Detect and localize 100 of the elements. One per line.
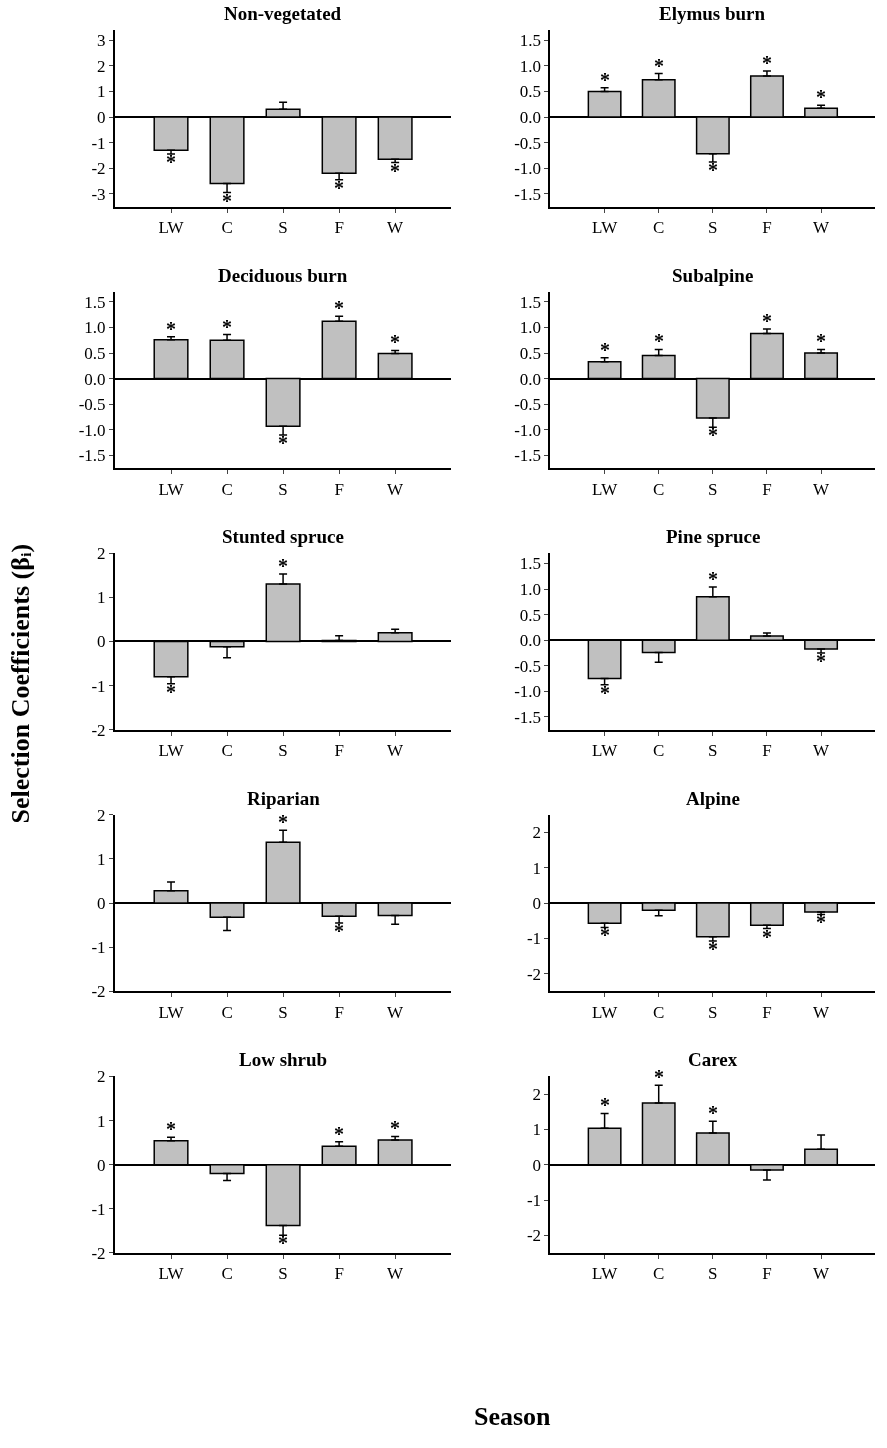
y-tick-label: 1	[97, 588, 106, 608]
data-label: *	[708, 1102, 718, 1124]
y-tick-label: 2	[532, 1085, 542, 1105]
x-tick-label: S	[278, 217, 288, 237]
data-label: *	[334, 920, 344, 942]
data-label: *	[816, 330, 826, 352]
x-tick-label: C	[653, 217, 665, 237]
data-label: *	[166, 318, 176, 340]
x-tick-label: W	[813, 1264, 831, 1284]
y-tick-label: -3	[91, 184, 106, 204]
y-tick-label: -2	[91, 720, 106, 740]
x-tick-label: C	[653, 741, 665, 761]
x-tick-label: C	[653, 1002, 665, 1022]
y-tick-label: 0.0	[519, 107, 542, 127]
chart-title: Stunted spruce	[222, 526, 344, 547]
data-label: *	[334, 1123, 344, 1145]
x-tick-label: S	[708, 1264, 718, 1284]
y-tick-label: 0.0	[519, 631, 542, 651]
chart-title: Riparian	[247, 788, 321, 809]
y-tick-label: -1	[91, 133, 106, 153]
y-tick-label: 1	[532, 1120, 542, 1140]
x-tick-label: C	[653, 1264, 665, 1284]
data-label: *	[708, 424, 718, 446]
data-label: *	[600, 924, 610, 946]
y-tick-label: -1	[91, 938, 106, 958]
chart-title: Elymus burn	[659, 3, 766, 24]
data-label: *	[600, 69, 610, 91]
chart-title: Non-vegetated	[224, 3, 342, 24]
y-tick-label: -1.5	[78, 446, 106, 466]
data-label: *	[762, 926, 772, 948]
y-tick-label: -0.5	[514, 133, 542, 153]
y-tick-label: 1.0	[519, 56, 542, 76]
data-label: *	[278, 1232, 288, 1254]
x-tick-label: F	[334, 1264, 344, 1284]
y-tick-label: 0	[97, 894, 106, 914]
x-tick-label: LW	[592, 1264, 619, 1284]
data-label: *	[390, 1117, 400, 1139]
chart-title: Subalpine	[672, 265, 754, 286]
data-label: *	[334, 297, 344, 319]
y-tick-label: 1.5	[519, 292, 542, 312]
x-tick-label: S	[278, 741, 288, 761]
data-label: *	[708, 159, 718, 181]
data-label: *	[654, 1066, 664, 1088]
data-label: *	[762, 52, 772, 74]
y-tick-label: -1.5	[514, 707, 542, 727]
x-axis-title: Season	[474, 1402, 552, 1431]
data-label: *	[166, 151, 176, 173]
y-tick-label: 0.5	[519, 82, 542, 102]
y-tick-label: 1	[97, 82, 106, 102]
x-tick-label: F	[334, 1002, 344, 1022]
x-tick-label: C	[653, 479, 665, 499]
data-label: *	[166, 681, 176, 703]
y-tick-label: 3	[97, 31, 106, 51]
y-tick-label: 2	[97, 1067, 106, 1087]
y-tick-label: -0.5	[78, 395, 106, 415]
data-label: *	[390, 160, 400, 182]
x-tick-label: S	[708, 479, 718, 499]
y-tick-label: 0.5	[84, 343, 106, 363]
data-label: *	[222, 190, 232, 212]
x-tick-label: W	[813, 217, 831, 237]
y-tick-label: -0.5	[514, 395, 542, 415]
y-tick-label: -1.5	[514, 446, 542, 466]
x-tick-label: C	[221, 217, 233, 237]
chart-title: Alpine	[686, 788, 740, 809]
y-tick-label: -1.0	[514, 159, 542, 179]
y-tick-label: 1	[97, 849, 106, 869]
y-tick-label: 0	[97, 107, 106, 127]
y-tick-label: 0.0	[84, 369, 106, 389]
x-tick-label: C	[221, 1002, 233, 1022]
data-label: *	[816, 650, 826, 672]
y-tick-label: -2	[91, 159, 106, 179]
x-tick-label: F	[762, 1002, 772, 1022]
y-tick-label: -1	[91, 676, 106, 696]
data-label: *	[708, 568, 718, 590]
data-label: *	[600, 682, 610, 704]
y-tick-label: 2	[97, 544, 106, 564]
x-tick-label: C	[221, 1264, 233, 1284]
data-label: *	[708, 938, 718, 960]
y-tick-label: -1.5	[514, 184, 542, 204]
data-label: *	[600, 1094, 610, 1116]
y-tick-label: 2	[97, 56, 106, 76]
y-tick-label: 1.0	[519, 579, 542, 599]
x-tick-label: C	[221, 479, 233, 499]
x-tick-label: F	[762, 479, 772, 499]
chart-title: Deciduous burn	[218, 265, 348, 286]
chart-title: Pine spruce	[666, 526, 761, 547]
x-tick-label: W	[387, 1002, 405, 1022]
x-tick-label: LW	[592, 1002, 619, 1022]
x-tick-label: W	[813, 741, 831, 761]
x-tick-label: LW	[592, 741, 619, 761]
y-tick-label: -1	[526, 929, 542, 949]
x-tick-label: LW	[158, 217, 185, 237]
data-label: *	[762, 310, 772, 332]
data-label: *	[816, 911, 826, 933]
y-tick-label: 0.5	[519, 343, 542, 363]
y-tick-label: -2	[91, 1243, 106, 1263]
y-tick-label: -1.0	[514, 420, 542, 440]
data-label: *	[654, 330, 664, 352]
y-tick-label: -0.5	[514, 656, 542, 676]
y-tick-label: -1.0	[514, 682, 542, 702]
